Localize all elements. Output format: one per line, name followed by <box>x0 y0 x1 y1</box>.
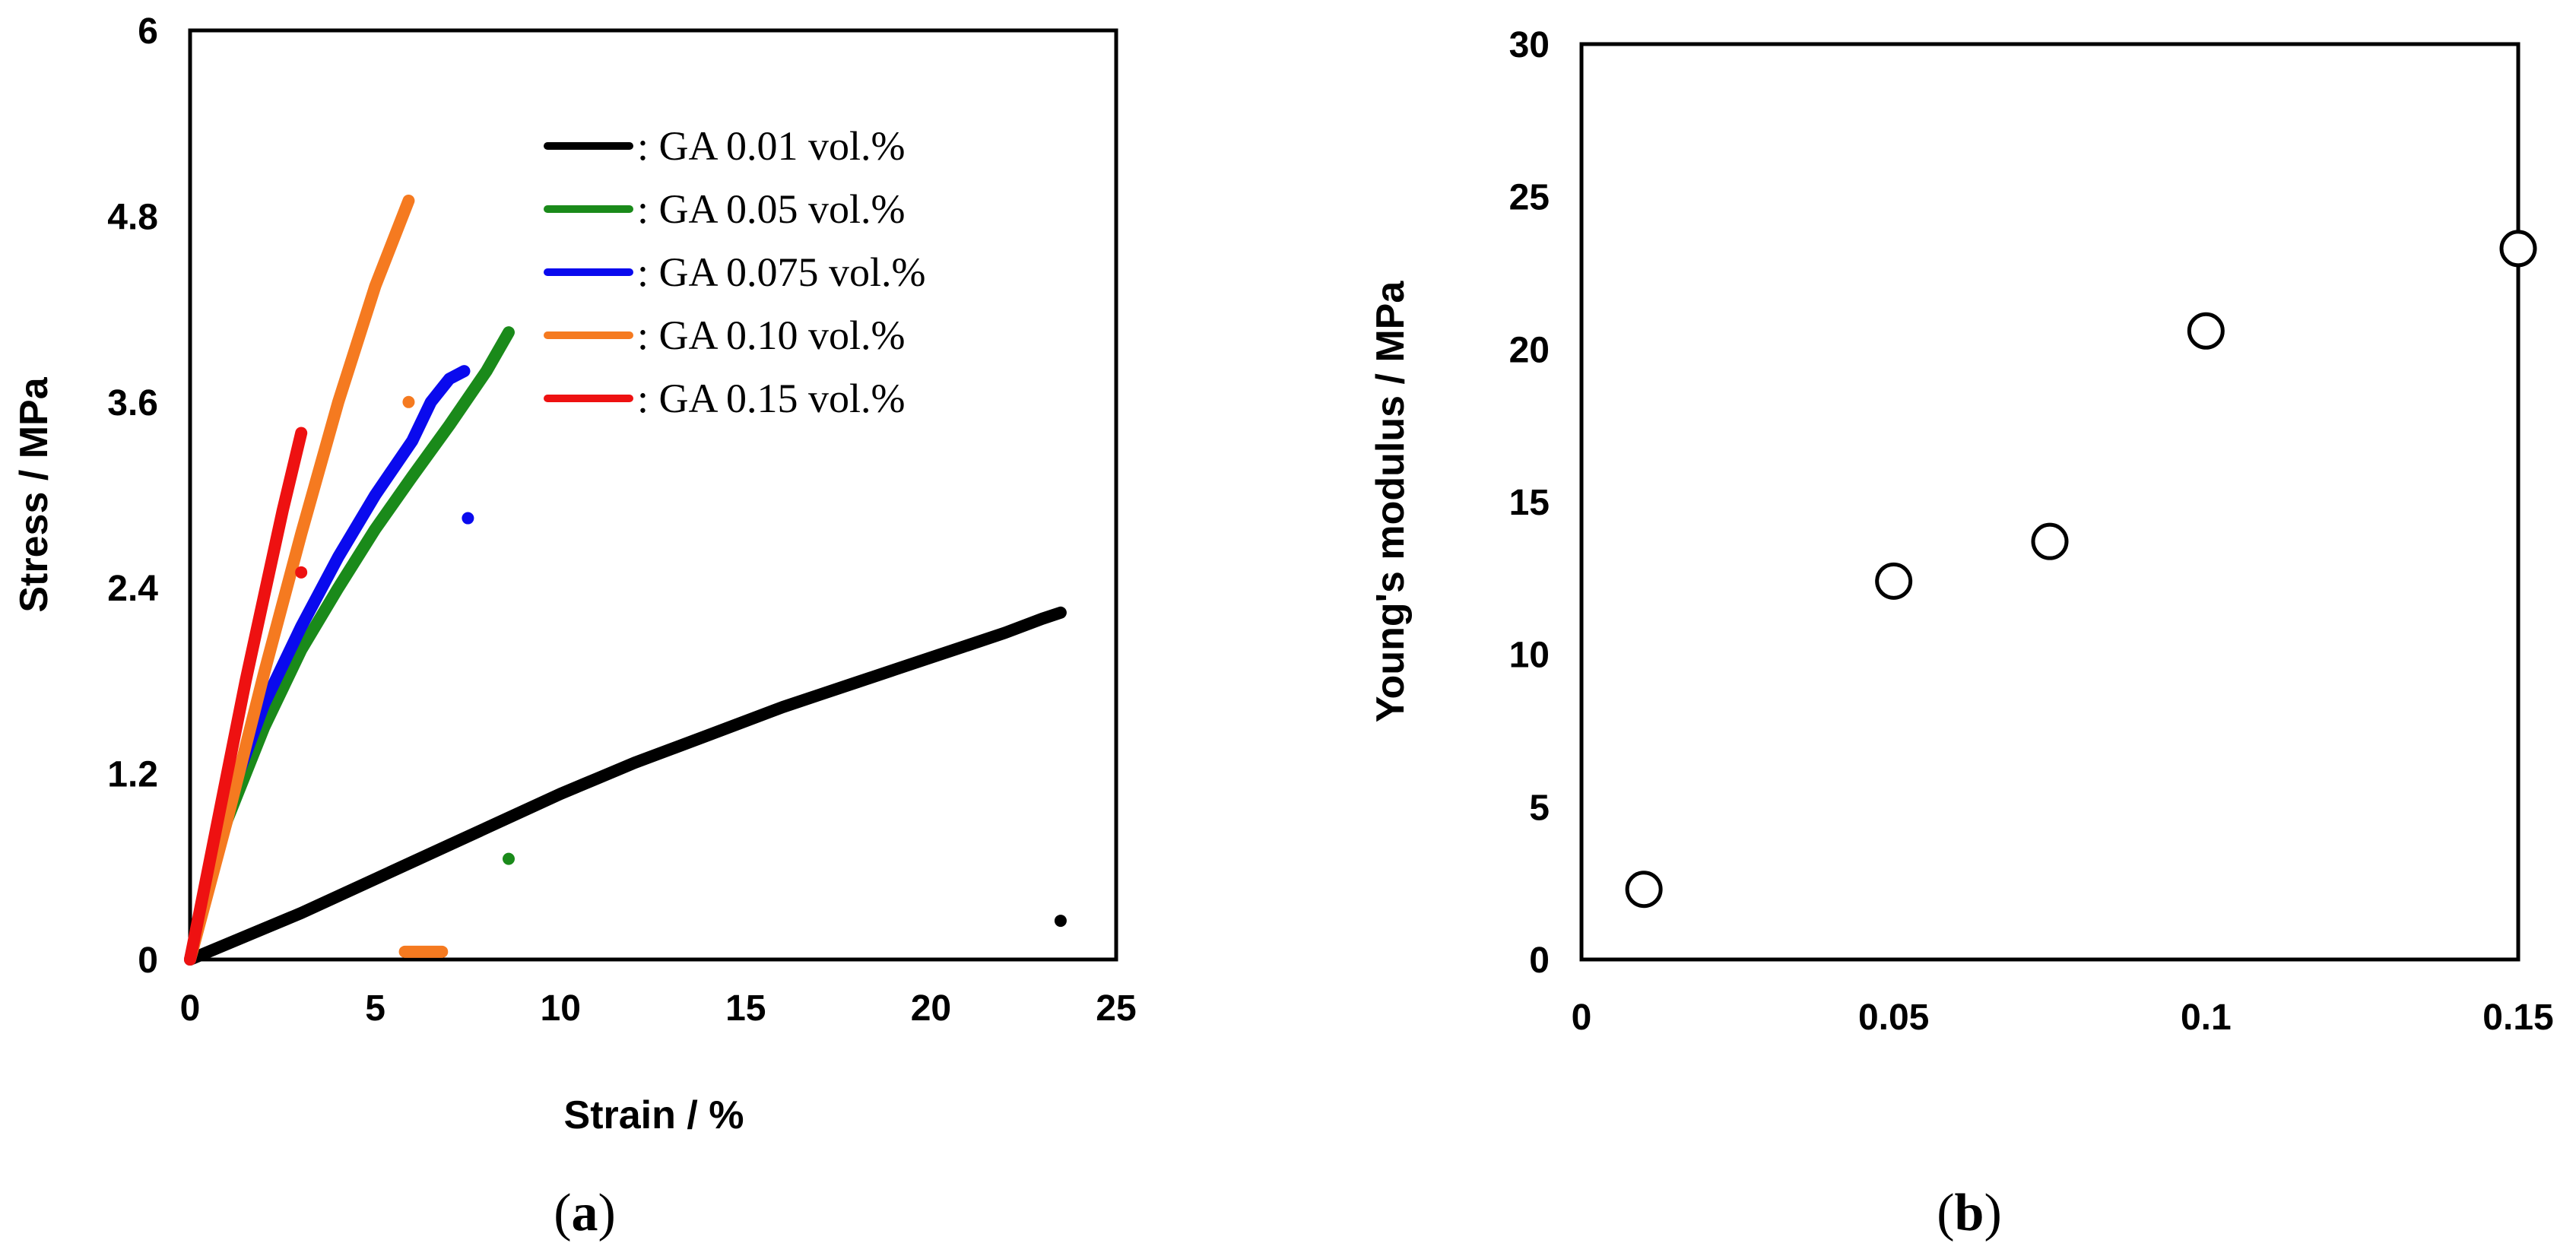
y-tick-label-b: 30 <box>1509 25 1550 65</box>
x-tick-label-a: 20 <box>911 988 951 1029</box>
y-tick-label-a: 1.2 <box>107 755 158 795</box>
legend-label: : GA 0.15 vol.% <box>637 376 906 421</box>
stress-strain-chart: 0 5 10 15 20 25 0 1.2 2.4 3.6 4.8 6 : GA 0.01 vol.… <box>12 11 1137 1242</box>
x-tick-labels-b: 0 0.05 0.1 0.15 <box>1572 998 2554 1038</box>
panel-letter-a: a <box>572 1184 598 1242</box>
panel-label-a: (a) <box>554 1184 616 1242</box>
legend-label: : GA 0.10 vol.% <box>637 312 906 358</box>
y-tick-label-a: 0 <box>138 940 158 981</box>
panel-label-b: (b) <box>1937 1184 2002 1242</box>
x-tick-label-a: 15 <box>725 988 766 1029</box>
series-line <box>184 195 415 966</box>
y-tick-label-b: 25 <box>1509 178 1550 218</box>
x-tick-labels-a: 0 5 10 15 20 25 <box>180 988 1137 1029</box>
legend-label: : GA 0.05 vol.% <box>637 186 906 232</box>
series-group-a <box>184 195 1067 966</box>
legend-a: : GA 0.01 vol.% : GA 0.05 vol.% : GA 0.075… <box>544 123 926 421</box>
legend-label: : GA 0.075 vol.% <box>637 249 926 295</box>
break-point <box>402 395 415 408</box>
y-tick-label-b: 10 <box>1509 636 1550 676</box>
break-point <box>502 852 515 865</box>
x-tick-label-a: 10 <box>541 988 581 1029</box>
y-tick-label-a: 6 <box>138 11 158 52</box>
break-point <box>462 512 474 525</box>
x-tick-label-b: 0.05 <box>1858 998 1929 1038</box>
y-tick-labels-a: 0 1.2 2.4 3.6 4.8 6 <box>107 11 158 981</box>
x-tick-label-a: 5 <box>365 988 385 1029</box>
y-tick-label-a: 2.4 <box>107 569 158 609</box>
x-tick-label-a: 0 <box>180 988 201 1029</box>
data-point <box>2499 230 2537 268</box>
series-line <box>184 427 308 966</box>
data-point <box>2031 522 2069 560</box>
x-tick-label-a: 25 <box>1096 988 1136 1029</box>
y-axis-label-b: Young's modulus / MPa <box>1369 281 1413 723</box>
points-group-b <box>1625 230 2537 909</box>
plot-frame-a <box>188 28 1118 962</box>
break-point <box>1054 915 1067 928</box>
y-tick-label-b: 20 <box>1509 330 1550 370</box>
plot-frame-b <box>1579 42 2520 962</box>
y-tick-label-a: 3.6 <box>107 383 158 423</box>
x-axis-label-a: Strain / % <box>564 1093 744 1137</box>
y-tick-label-b: 5 <box>1529 788 1550 828</box>
data-point <box>2187 312 2225 350</box>
x-tick-label-b: 0 <box>1572 998 1592 1038</box>
y-axis-label-a: Stress / MPa <box>12 376 56 612</box>
y-tick-label-a: 4.8 <box>107 197 158 237</box>
y-tick-labels-b: 0 5 10 15 20 25 30 <box>1509 25 1550 981</box>
data-point <box>1875 562 1913 600</box>
panel-letter-b: b <box>1955 1184 1984 1242</box>
series-line <box>184 606 1067 966</box>
y-tick-label-b: 0 <box>1529 940 1550 981</box>
x-tick-label-b: 0.15 <box>2482 998 2553 1038</box>
data-point <box>1625 871 1663 909</box>
x-tick-label-b: 0.1 <box>2181 998 2232 1038</box>
y-tick-label-b: 15 <box>1509 483 1550 523</box>
break-point <box>295 566 308 579</box>
legend-label: : GA 0.01 vol.% <box>637 123 906 169</box>
youngs-modulus-chart: 0 0.05 0.1 0.15 0 5 10 15 20 25 30 Young's modulu… <box>1369 25 2554 1242</box>
